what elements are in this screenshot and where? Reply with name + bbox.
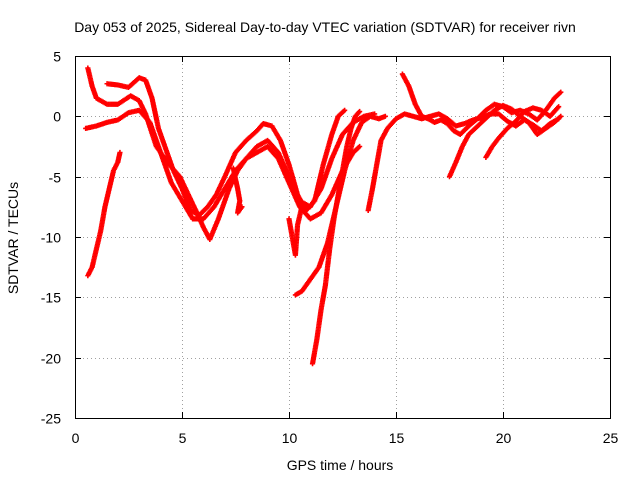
y-tick-label: 5 <box>53 49 61 65</box>
data-point <box>342 107 348 113</box>
data-point <box>239 204 245 210</box>
data-point <box>382 113 388 119</box>
y-tick-label: -15 <box>41 290 61 306</box>
data-point <box>556 104 562 110</box>
data-point <box>299 204 305 210</box>
series-arc-3 <box>85 149 123 279</box>
series-arc-11 <box>230 165 245 216</box>
x-tick-label: 10 <box>282 430 298 446</box>
data-point <box>558 89 564 95</box>
y-tick-label: -5 <box>49 170 62 186</box>
series-arc-12 <box>286 204 305 258</box>
x-tick-label: 25 <box>603 430 619 446</box>
data-point <box>357 108 363 115</box>
data-point <box>117 149 123 156</box>
data-marks <box>83 65 564 367</box>
x-tick-label: 15 <box>389 430 405 446</box>
y-tick-label: -25 <box>41 411 61 427</box>
x-tick-label: 20 <box>496 430 512 446</box>
axis-ticks <box>75 56 611 419</box>
data-point <box>558 113 564 119</box>
series-arc-7 <box>365 111 562 214</box>
x-tick-label: 0 <box>72 430 80 446</box>
x-axis-title: GPS time / hours <box>287 457 394 473</box>
y-tick-label: -10 <box>41 230 61 246</box>
y-tick-label: 0 <box>53 109 61 125</box>
y-tick-labels: -25 -20 -15 -10 -5 0 5 <box>41 49 61 427</box>
data-point <box>357 143 363 150</box>
y-axis-title: SDTVAR / TECUs <box>5 182 21 294</box>
chart-title: Day 053 of 2025, Sidereal Day-to-day VTE… <box>74 19 576 35</box>
x-tick-labels: 0 5 10 15 20 25 <box>72 430 619 446</box>
x-tick-label: 5 <box>179 430 187 446</box>
series-arc-8 <box>399 71 564 138</box>
series-arc-6 <box>309 108 363 367</box>
series-arc-10 <box>483 104 562 160</box>
series-arc-4 <box>104 75 348 218</box>
y-tick-label: -20 <box>41 351 61 367</box>
